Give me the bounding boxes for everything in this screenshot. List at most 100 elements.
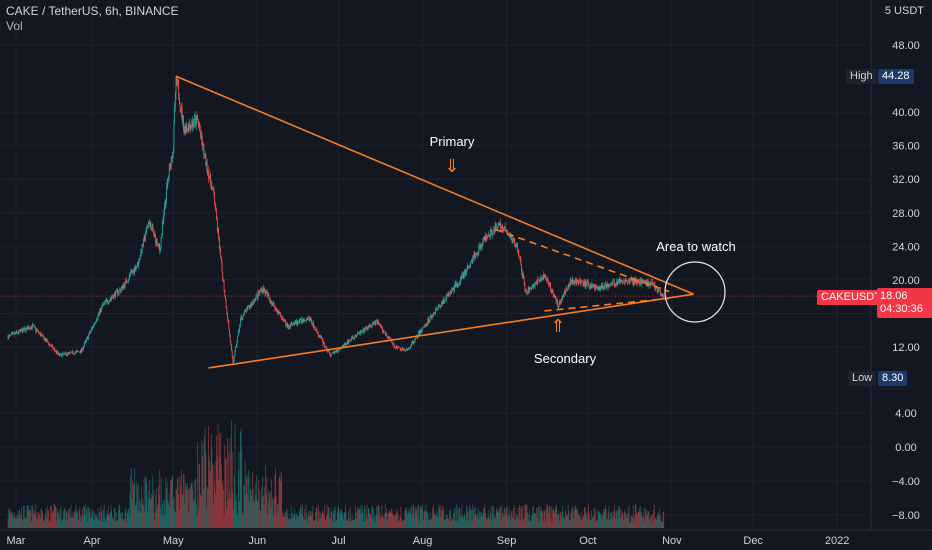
volume-bar [185, 483, 186, 528]
volume-bar [427, 513, 429, 528]
candle-body [242, 314, 244, 318]
candle-body [185, 127, 187, 134]
volume-bar [253, 501, 255, 528]
volume-bar [277, 504, 279, 528]
volume-bar [621, 514, 623, 528]
volume-bar [429, 512, 431, 528]
candle-body [121, 287, 123, 290]
candle-body [76, 351, 77, 352]
volume-bar [485, 513, 486, 528]
volume-bar [466, 508, 468, 528]
candle-body [217, 229, 219, 232]
candle-body [270, 301, 272, 303]
volume-bar [36, 518, 37, 528]
volume-bar [375, 514, 377, 528]
volume-bar [475, 506, 476, 528]
candle-body [65, 353, 67, 356]
volume-bar [450, 516, 452, 528]
candle-body [505, 230, 507, 231]
candle-body [275, 307, 277, 310]
candle-body [599, 288, 601, 290]
candle-body [546, 279, 547, 282]
time-tick-label: Aug [413, 535, 433, 547]
candle-body [164, 205, 165, 213]
candle-body [271, 301, 272, 304]
candle-body [574, 281, 576, 284]
area-to-watch-circle[interactable] [664, 261, 726, 323]
candle-body [73, 353, 75, 355]
volume-bar [224, 444, 226, 528]
candle-body [439, 304, 440, 307]
candle-body [530, 288, 532, 289]
candle-body [588, 285, 590, 288]
candle-body [403, 349, 405, 351]
candle-body [621, 281, 623, 282]
candle-body [171, 156, 173, 159]
candle-body [336, 349, 337, 353]
volume-bar [92, 519, 94, 528]
candle-body [146, 227, 148, 229]
volume-bar [386, 519, 388, 528]
candle-body [260, 290, 262, 292]
candle-body [275, 307, 276, 310]
candle-body [163, 212, 165, 220]
candle-body [380, 326, 382, 328]
candle-body [588, 283, 589, 286]
candle-body [659, 289, 661, 291]
candle-body [425, 325, 427, 327]
candle-body [330, 355, 332, 357]
candle-body [49, 344, 51, 346]
volume-bar [304, 519, 306, 528]
volume-bar [636, 513, 638, 528]
candle-body [489, 235, 491, 237]
candle-body [491, 231, 493, 235]
candle-body [62, 353, 64, 355]
volume-bar [612, 511, 614, 528]
candle-body [254, 297, 256, 302]
secondary-support-line [544, 297, 670, 312]
volume-bar [246, 478, 247, 528]
candle-body [634, 278, 636, 284]
candle-body [481, 244, 483, 248]
volume-bar [135, 502, 137, 528]
volume-bar [405, 510, 407, 528]
volume-bar [343, 512, 345, 528]
volume-bar [85, 516, 87, 528]
volume-bar [458, 507, 460, 528]
volume-bar [65, 511, 67, 528]
candle-body [356, 334, 358, 337]
volume-bar [170, 480, 171, 528]
volume-bar [601, 518, 602, 528]
candle-body [10, 333, 12, 335]
candle-body [549, 283, 551, 286]
candle-body [118, 292, 119, 294]
candle-body [515, 245, 517, 247]
candle-body [310, 318, 312, 320]
volume-bar [418, 521, 420, 528]
volume-bar [586, 515, 587, 528]
candle-body [232, 356, 234, 363]
candle-body [300, 318, 302, 320]
volume-bar [49, 521, 51, 528]
candle-body [519, 257, 520, 259]
candle-body [544, 275, 546, 278]
candle-body [630, 279, 631, 280]
candle-body [402, 348, 404, 351]
candle-body [207, 171, 209, 173]
volume-bar [127, 510, 129, 528]
candle-body [308, 317, 310, 319]
volume-bar [141, 504, 143, 528]
candle-body [130, 272, 132, 276]
volume-bar [294, 508, 295, 528]
volume-bar [560, 511, 562, 528]
candle-body [506, 230, 507, 232]
volume-bar [573, 518, 575, 528]
volume-bar [659, 508, 661, 528]
volume-bar [482, 513, 484, 528]
candle-body [29, 328, 31, 329]
volume-bar [610, 518, 612, 528]
volume-bar [633, 521, 635, 528]
volume-bar [630, 521, 631, 528]
candle-body [34, 326, 36, 328]
